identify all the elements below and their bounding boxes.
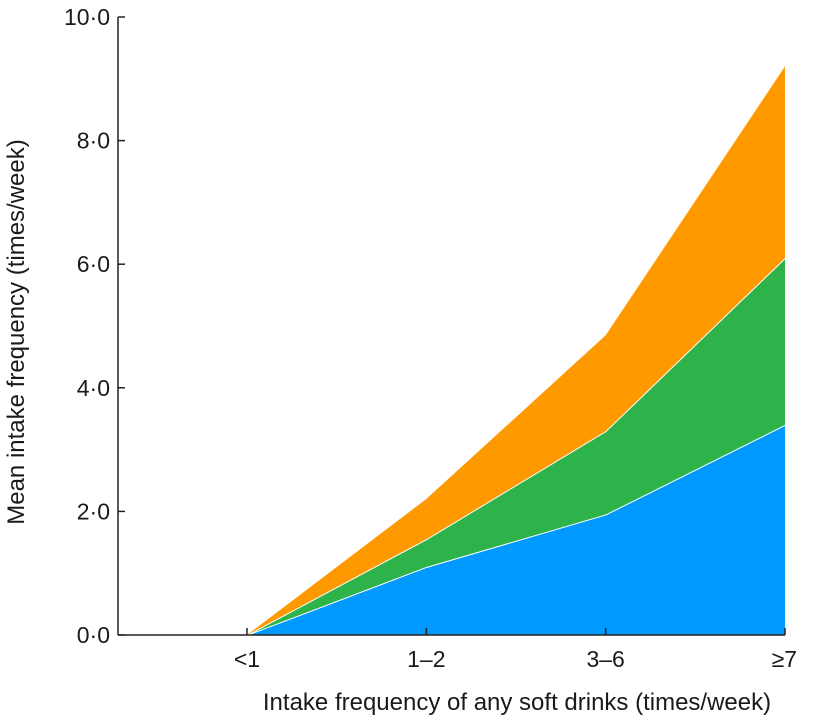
y-tick-label: 10·0 [64,4,110,30]
x-tick-label: 1–2 [407,646,445,672]
area-series-2 [247,258,785,635]
area-series-group [246,66,786,636]
y-axis-ticks: 0·0 2·0 4·0 6·0 8·0 10·0 [64,4,125,648]
area-series-1 [247,424,785,635]
y-tick-label: 2·0 [77,498,110,524]
x-tick-label: <1 [234,646,260,672]
y-tick-label: 6·0 [77,251,110,277]
axes-group [117,17,785,636]
y-axis-title: Mean intake frequency (times/week) [3,139,30,525]
y-tick-label: 0·0 [77,622,110,648]
area-series-3 [247,66,785,635]
x-axis-title: Intake frequency of any soft drinks (tim… [263,689,771,716]
x-tick-label: ≥7 [772,646,797,672]
x-axis-ticks: <1 1–2 3–6 ≥7 [234,628,797,672]
y-tick-label: 8·0 [77,128,110,154]
x-tick-label: 3–6 [586,646,624,672]
y-tick-label: 4·0 [77,375,110,401]
